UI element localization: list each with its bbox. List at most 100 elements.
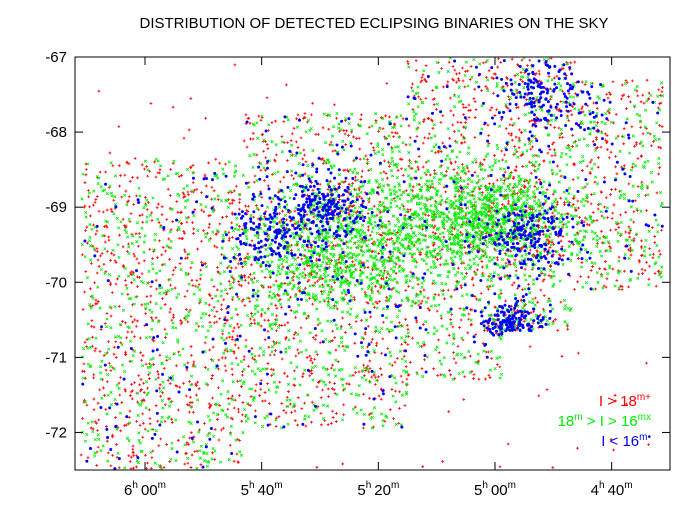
data-point xyxy=(421,73,425,77)
data-point xyxy=(531,301,535,305)
data-point xyxy=(113,259,117,263)
data-point xyxy=(555,74,559,78)
data-point xyxy=(278,298,282,301)
data-point xyxy=(243,304,247,307)
data-point xyxy=(240,299,244,303)
data-point xyxy=(292,275,296,279)
data-point xyxy=(106,393,110,397)
data-point xyxy=(324,337,328,342)
data-point xyxy=(225,336,229,340)
data-point xyxy=(232,350,236,353)
data-point xyxy=(472,373,476,377)
data-point xyxy=(92,454,97,458)
data-point xyxy=(242,358,246,362)
data-point xyxy=(561,234,565,238)
data-point xyxy=(269,302,273,306)
data-point xyxy=(562,298,567,303)
data-point xyxy=(244,344,248,348)
data-point xyxy=(536,154,541,158)
data-point xyxy=(353,258,358,262)
data-point xyxy=(486,278,490,282)
data-point xyxy=(456,77,460,81)
data-point xyxy=(471,160,475,164)
data-point xyxy=(84,376,87,380)
data-point xyxy=(400,342,404,346)
data-point xyxy=(564,152,568,156)
data-point xyxy=(293,419,297,422)
data-point xyxy=(392,122,396,126)
data-point xyxy=(401,173,405,177)
data-point xyxy=(285,374,289,378)
data-point xyxy=(177,236,181,240)
data-point xyxy=(373,383,377,386)
data-point xyxy=(616,239,620,243)
data-point xyxy=(140,213,144,217)
data-point xyxy=(189,395,192,399)
data-point xyxy=(119,174,122,177)
data-point xyxy=(150,327,154,331)
data-point xyxy=(546,151,550,155)
data-point xyxy=(514,135,518,139)
data-point xyxy=(160,205,164,209)
data-point xyxy=(274,303,278,307)
data-point xyxy=(408,158,411,162)
data-point xyxy=(398,206,402,210)
data-point xyxy=(125,436,130,440)
data-point xyxy=(215,245,219,249)
data-point xyxy=(107,235,111,239)
data-point xyxy=(321,277,324,280)
data-point xyxy=(316,405,320,409)
data-point xyxy=(180,320,184,324)
data-point xyxy=(594,148,598,152)
data-point xyxy=(548,299,552,303)
data-point xyxy=(337,273,341,277)
data-point xyxy=(175,295,179,300)
data-point xyxy=(294,316,298,319)
data-point xyxy=(371,337,374,341)
data-point xyxy=(627,285,630,289)
data-point xyxy=(365,259,370,263)
data-point xyxy=(128,460,132,463)
data-point xyxy=(86,421,90,425)
data-point xyxy=(235,245,239,249)
data-point xyxy=(222,323,226,328)
data-point xyxy=(169,246,173,250)
data-point xyxy=(343,168,347,172)
data-point xyxy=(645,78,649,82)
data-point xyxy=(269,285,272,289)
data-point xyxy=(408,161,412,165)
data-point xyxy=(100,359,104,363)
data-point xyxy=(165,443,169,446)
data-point xyxy=(429,204,433,208)
data-point xyxy=(182,192,186,196)
data-point xyxy=(581,285,585,289)
data-point xyxy=(320,243,324,247)
data-point xyxy=(243,278,247,282)
data-point xyxy=(196,285,200,289)
data-point xyxy=(120,401,124,404)
data-point xyxy=(422,295,426,299)
data-point xyxy=(116,334,121,339)
data-point xyxy=(206,367,210,372)
data-point xyxy=(424,64,428,68)
data-point xyxy=(105,250,109,253)
data-point xyxy=(645,99,649,103)
data-point xyxy=(357,370,361,374)
data-point xyxy=(260,116,264,120)
data-point xyxy=(257,114,261,118)
data-point xyxy=(158,291,162,295)
data-point xyxy=(219,199,223,203)
data-point xyxy=(225,266,229,270)
data-point xyxy=(539,288,543,292)
data-point xyxy=(368,233,372,237)
data-point xyxy=(244,338,248,342)
data-point xyxy=(314,334,318,337)
data-point xyxy=(596,121,600,125)
data-point xyxy=(465,272,468,275)
data-point xyxy=(157,372,160,376)
data-point xyxy=(211,446,215,451)
data-point xyxy=(349,220,353,224)
data-point xyxy=(449,373,453,377)
data-point xyxy=(241,370,245,374)
data-point xyxy=(531,278,536,282)
